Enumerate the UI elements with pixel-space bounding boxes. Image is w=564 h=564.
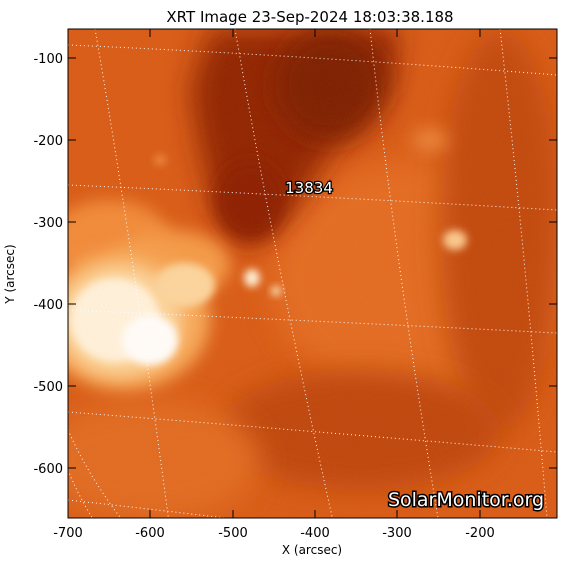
axis-ticks xyxy=(67,29,557,518)
x-axis-label: X (arcsec) xyxy=(282,543,342,557)
x-tick-label: -600 xyxy=(135,526,165,541)
heliographic-grid xyxy=(68,29,557,518)
y-tick-label: -400 xyxy=(33,298,63,313)
watermark: SolarMonitor.org xyxy=(388,489,544,511)
figure-title: XRT Image 23-Sep-2024 18:03:38.188 xyxy=(166,8,453,26)
y-axis-label: Y (arcsec) xyxy=(3,244,17,304)
y-tick-label: -200 xyxy=(33,134,63,149)
x-tick-label: -400 xyxy=(300,526,330,541)
plot-frame xyxy=(67,28,558,519)
solar-image xyxy=(68,29,557,518)
y-tick-label: -600 xyxy=(33,462,63,477)
y-tick-label: -100 xyxy=(33,52,63,67)
y-tick-label: -500 xyxy=(33,380,63,395)
y-tick-label: -300 xyxy=(33,216,63,231)
x-tick-label: -500 xyxy=(218,526,248,541)
x-tick-label: -200 xyxy=(465,526,495,541)
x-tick-label: -300 xyxy=(382,526,412,541)
active-region-label: 13834 xyxy=(285,179,333,197)
x-tick-label: -700 xyxy=(53,526,83,541)
